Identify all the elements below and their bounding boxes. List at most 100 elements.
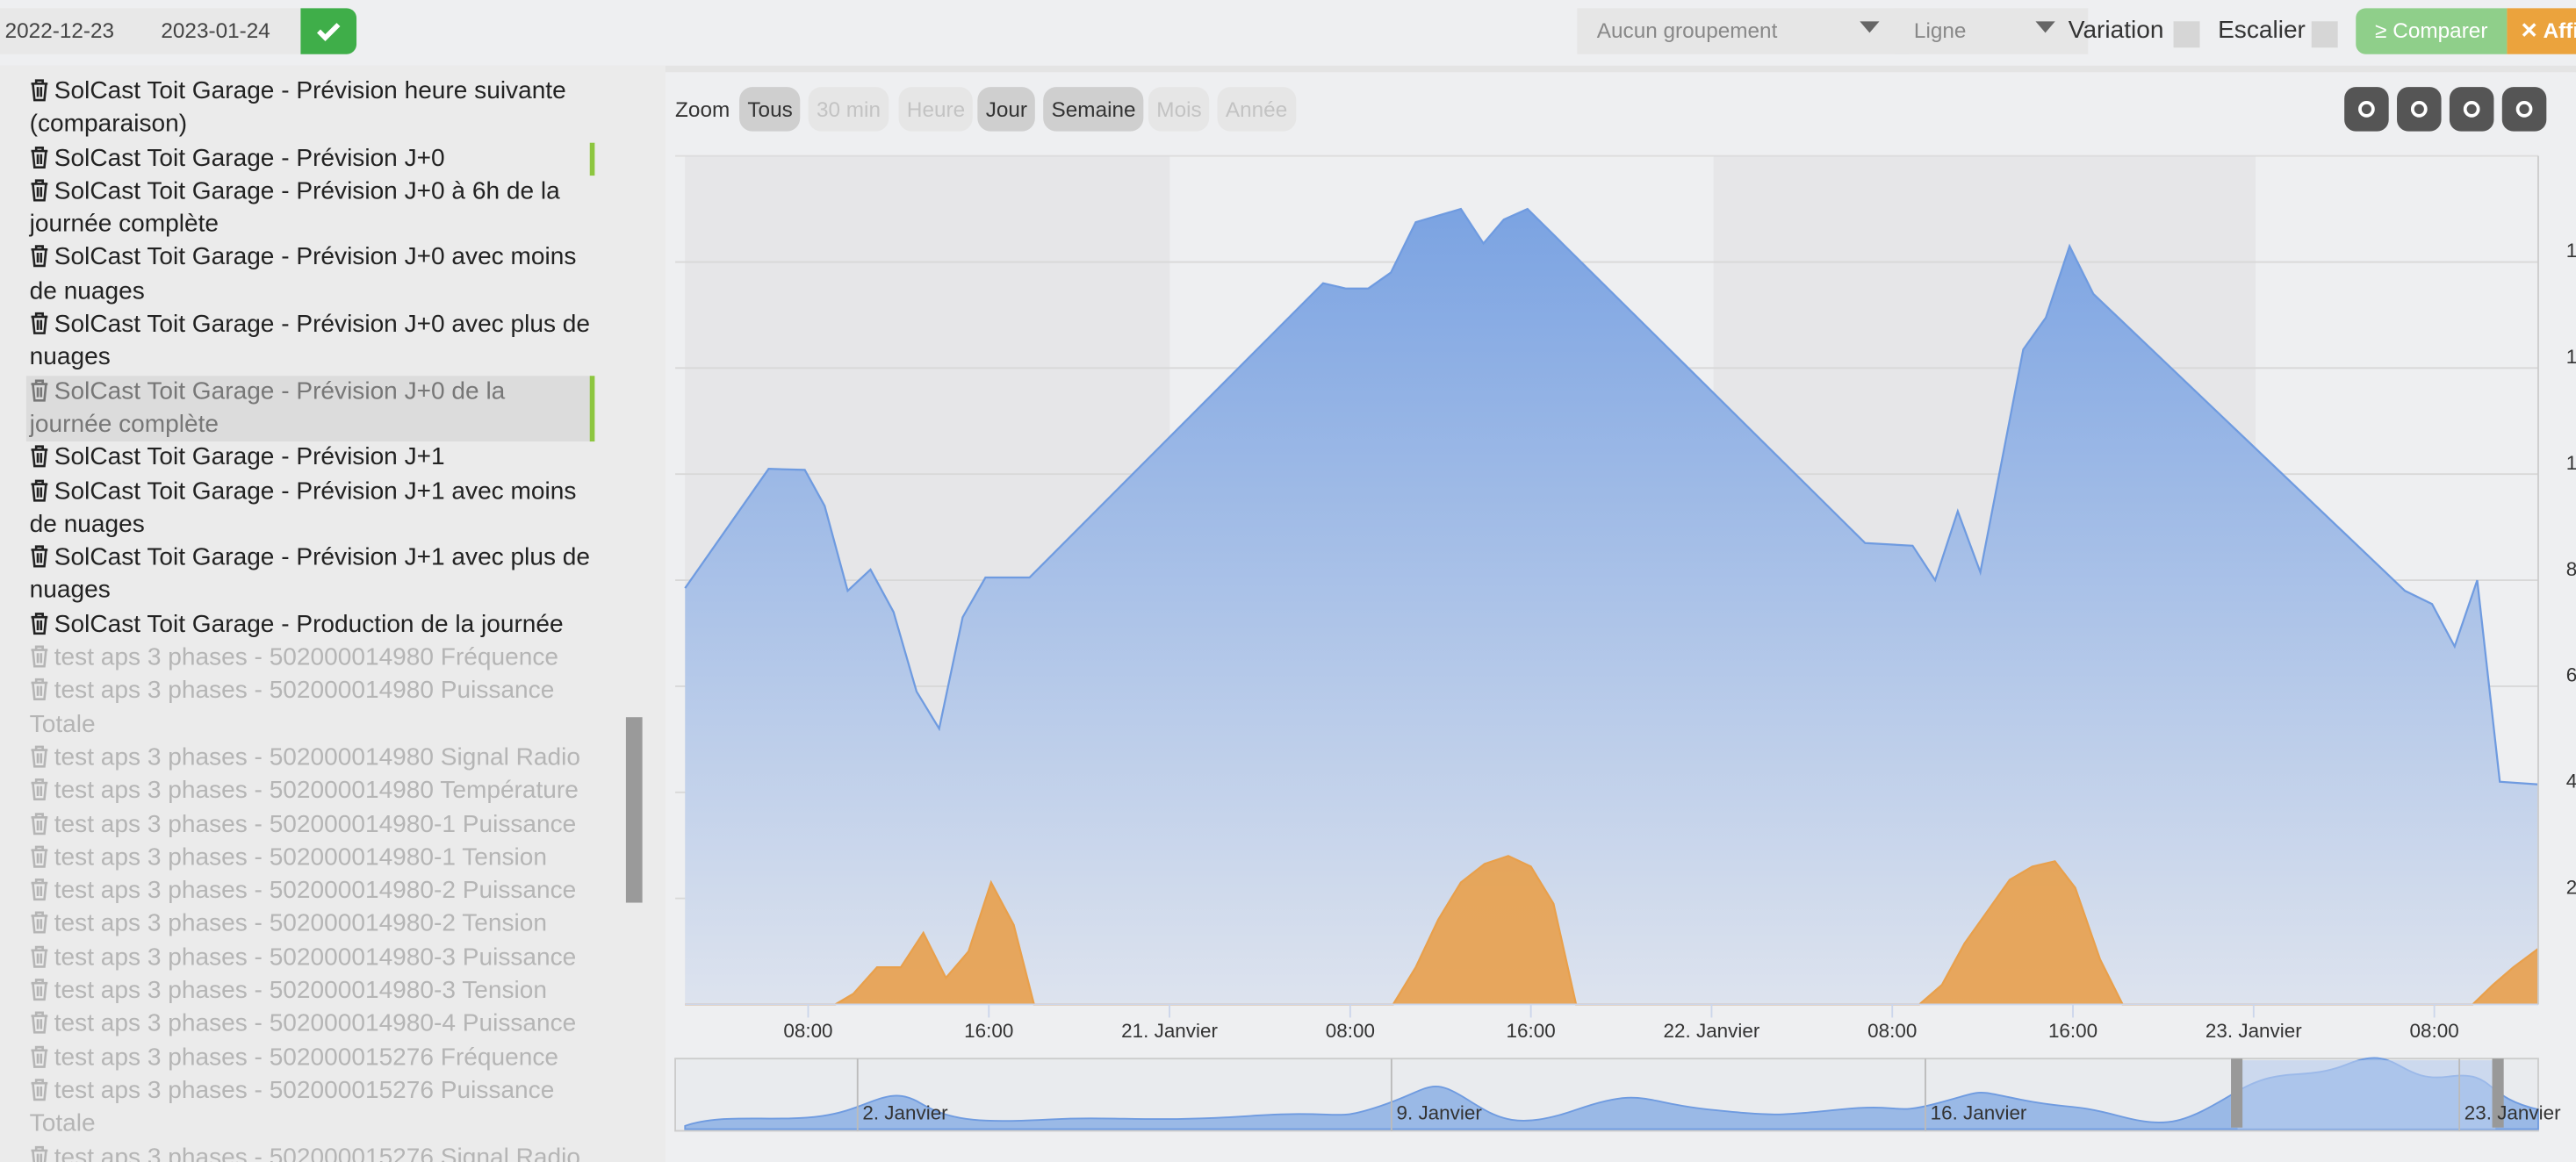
x-tick-label: 16:00 <box>964 1020 1013 1042</box>
zoom-label: Zoom <box>675 97 730 122</box>
y-tick-label: 1 <box>2566 346 2576 368</box>
series-label: SolCast Toit Garage - Prévision heure su… <box>29 76 566 139</box>
area-fill <box>685 209 2538 1005</box>
navigator-handle[interactable] <box>2231 1058 2243 1128</box>
zoom-button[interactable]: Mois <box>1148 87 1211 132</box>
x-tick-label: 08:00 <box>783 1020 832 1042</box>
series-item[interactable]: test aps 3 phases - 502000014980-3 Puiss… <box>26 942 592 975</box>
series-label: SolCast Toit Garage - Production de la j… <box>54 610 564 638</box>
type-select[interactable]: Ligne <box>1894 8 2089 54</box>
navigator-window[interactable] <box>2237 1060 2496 1130</box>
series-label: test aps 3 phases - 502000015276 Signal … <box>54 1143 580 1162</box>
zoom-button[interactable]: Semaine <box>1043 87 1144 132</box>
series-item[interactable]: test aps 3 phases - 502000014980-1 Puiss… <box>26 808 592 842</box>
y-tick-label: 1 <box>2566 452 2576 474</box>
zoom-button[interactable]: Tous <box>739 87 802 132</box>
x-tick-label: 21. Janvier <box>1121 1020 1218 1042</box>
date-from[interactable]: 2022-12-23 <box>4 18 115 43</box>
series-label: test aps 3 phases - 502000015276 Puissan… <box>29 1076 555 1138</box>
series-label: test aps 3 phases - 502000014980-4 Puiss… <box>54 1009 577 1038</box>
x-tick-label: 08:00 <box>1326 1020 1375 1042</box>
series-item[interactable]: SolCast Toit Garage - Prévision J+0 avec… <box>26 242 592 309</box>
x-tick-label: 08:00 <box>2410 1020 2459 1042</box>
series-item[interactable]: test aps 3 phases - 502000015276 Signal … <box>26 1142 592 1162</box>
x-tick-label: 16:00 <box>2048 1020 2097 1042</box>
series-label: SolCast Toit Garage - Prévision J+0 de l… <box>29 377 506 439</box>
x-tick-label: 23. Janvier <box>2205 1020 2302 1042</box>
y-tick-label: 4 <box>2566 770 2576 792</box>
x-tick-label: 22. Janvier <box>1664 1020 1760 1042</box>
zoom-button[interactable]: Heure <box>898 87 974 132</box>
type-value: Ligne <box>1913 18 1967 43</box>
y-tick-label: 1 <box>2566 240 2576 262</box>
tool-button[interactable] <box>2397 87 2442 132</box>
stairs-checkbox[interactable] <box>2311 21 2338 48</box>
display-button[interactable]: ✕ Affi <box>2507 8 2576 54</box>
date-to[interactable]: 2023-01-24 <box>161 18 270 43</box>
series-label: SolCast Toit Garage - Prévision J+0 avec… <box>29 310 591 372</box>
compare-button[interactable]: ≥ Comparer <box>2356 8 2508 54</box>
series-item[interactable]: SolCast Toit Garage - Production de la j… <box>26 608 592 642</box>
series-label: test aps 3 phases - 502000014980 Puissan… <box>29 677 555 738</box>
navigator-handle[interactable] <box>2492 1058 2504 1128</box>
series-item[interactable]: test aps 3 phases - 502000014980 Tempéra… <box>26 775 592 808</box>
x-tick-label: 08:00 <box>1867 1020 1917 1042</box>
series-item[interactable]: test aps 3 phases - 502000015276 Puissan… <box>26 1075 592 1142</box>
series-item[interactable]: test aps 3 phases - 502000014980-2 Tensi… <box>26 908 592 942</box>
series-label: SolCast Toit Garage - Prévision J+1 avec… <box>29 543 591 606</box>
y-tick-label: 8 <box>2566 558 2576 580</box>
grouping-value: Aucun groupement <box>1596 18 1778 43</box>
y-tick-label: 2 <box>2566 876 2576 898</box>
series-label: SolCast Toit Garage - Prévision J+0 à 6h… <box>29 176 560 239</box>
series-item[interactable]: SolCast Toit Garage - Prévision J+0 à 6h… <box>26 176 592 242</box>
series-item[interactable]: SolCast Toit Garage - Prévision J+0 <box>26 141 595 176</box>
grouping-select[interactable]: Aucun groupement <box>1577 8 1910 54</box>
series-item[interactable]: test aps 3 phases - 502000014980-1 Tensi… <box>26 842 592 875</box>
series-item[interactable]: test aps 3 phases - 502000014980-4 Puiss… <box>26 1008 592 1042</box>
series-item[interactable]: test aps 3 phases - 502000014980-3 Tensi… <box>26 975 592 1008</box>
series-label: test aps 3 phases - 502000014980-1 Puiss… <box>54 809 577 838</box>
series-item[interactable]: SolCast Toit Garage - Prévision J+1 avec… <box>26 475 592 542</box>
area-line <box>684 207 2539 785</box>
x-tick-label: 16:00 <box>1507 1020 1556 1042</box>
series-item[interactable]: test aps 3 phases - 502000014980 Signal … <box>26 742 592 775</box>
series-item[interactable]: test aps 3 phases - 502000014980 Puissan… <box>26 675 592 742</box>
variation-checkbox[interactable] <box>2173 21 2200 48</box>
navigator-label: 9. Janvier <box>1396 1102 1482 1124</box>
series-label: test aps 3 phases - 502000014980-3 Puiss… <box>54 943 577 972</box>
series-label: SolCast Toit Garage - Prévision J+1 <box>54 443 445 472</box>
series-item[interactable]: SolCast Toit Garage - Prévision J+0 de l… <box>25 375 595 442</box>
zoom-button[interactable]: 30 min <box>808 87 889 132</box>
apply-button[interactable] <box>300 8 357 54</box>
series-item[interactable]: SolCast Toit Garage - Prévision J+1 <box>26 442 592 476</box>
area-fill <box>685 856 2538 1005</box>
series-label: test aps 3 phases - 502000014980 Fréquen… <box>54 643 559 671</box>
date-range: 2022-12-23 2023-01-24 <box>0 8 301 54</box>
toolbar-border <box>0 65 2576 73</box>
series-label: test aps 3 phases - 502000014980-3 Tensi… <box>54 976 548 1005</box>
sidebar: SolCast Toit Garage - Prévision heure su… <box>0 65 666 1162</box>
series-item[interactable]: test aps 3 phases - 502000014980 Fréquen… <box>26 642 592 675</box>
series-item[interactable]: test aps 3 phases - 502000014980-2 Puiss… <box>26 875 592 908</box>
tool-button[interactable] <box>2449 87 2494 132</box>
series-label: SolCast Toit Garage - Prévision J+0 avec… <box>29 243 577 305</box>
series-item[interactable]: SolCast Toit Garage - Prévision J+0 avec… <box>26 309 592 376</box>
stairs-label: Escalier <box>2218 16 2306 45</box>
series-label: test aps 3 phases - 502000014980-2 Tensi… <box>54 909 548 938</box>
tool-button[interactable] <box>2501 87 2547 132</box>
y-tick-label: 6 <box>2566 664 2576 686</box>
series-item[interactable]: test aps 3 phases - 502000015276 Fréquen… <box>26 1042 592 1075</box>
navigator-label: 2. Janvier <box>862 1102 948 1124</box>
navigator-label: 16. Janvier <box>1931 1102 2027 1124</box>
zoom-button[interactable]: Jour <box>977 87 1036 132</box>
series-label: test aps 3 phases - 502000014980-1 Tensi… <box>54 843 548 872</box>
navigator-label: 23. Janvier <box>2464 1102 2561 1124</box>
zoom-button[interactable]: Année <box>1217 87 1296 132</box>
series-item[interactable]: SolCast Toit Garage - Prévision heure su… <box>26 75 592 142</box>
series-item[interactable]: SolCast Toit Garage - Prévision J+1 avec… <box>26 542 592 608</box>
area-line <box>685 855 2539 1006</box>
tool-button[interactable] <box>2344 87 2389 132</box>
scrollbar[interactable] <box>625 717 643 903</box>
